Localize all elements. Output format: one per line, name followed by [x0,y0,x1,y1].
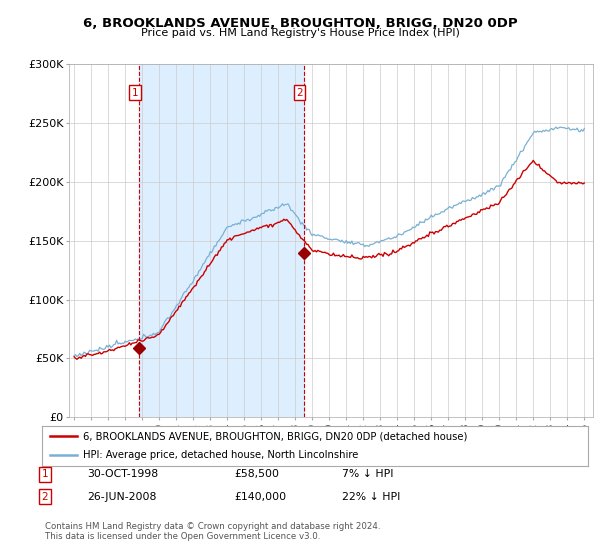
Text: £58,500: £58,500 [234,469,279,479]
Text: 1: 1 [131,87,138,97]
Text: 30-OCT-1998: 30-OCT-1998 [87,469,158,479]
Text: 6, BROOKLANDS AVENUE, BROUGHTON, BRIGG, DN20 0DP: 6, BROOKLANDS AVENUE, BROUGHTON, BRIGG, … [83,17,517,30]
Text: 22% ↓ HPI: 22% ↓ HPI [342,492,400,502]
Text: 1: 1 [41,469,49,479]
Text: Contains HM Land Registry data © Crown copyright and database right 2024.
This d: Contains HM Land Registry data © Crown c… [45,522,380,542]
Text: 7% ↓ HPI: 7% ↓ HPI [342,469,394,479]
Text: £140,000: £140,000 [234,492,286,502]
Bar [139,64,304,417]
Text: 6, BROOKLANDS AVENUE, BROUGHTON, BRIGG, DN20 0DP (detached house): 6, BROOKLANDS AVENUE, BROUGHTON, BRIGG, … [83,431,467,441]
Text: 2: 2 [41,492,49,502]
Text: HPI: Average price, detached house, North Lincolnshire: HPI: Average price, detached house, Nort… [83,450,358,460]
Text: Price paid vs. HM Land Registry's House Price Index (HPI): Price paid vs. HM Land Registry's House … [140,28,460,38]
Text: 26-JUN-2008: 26-JUN-2008 [87,492,157,502]
Text: 2: 2 [296,87,303,97]
